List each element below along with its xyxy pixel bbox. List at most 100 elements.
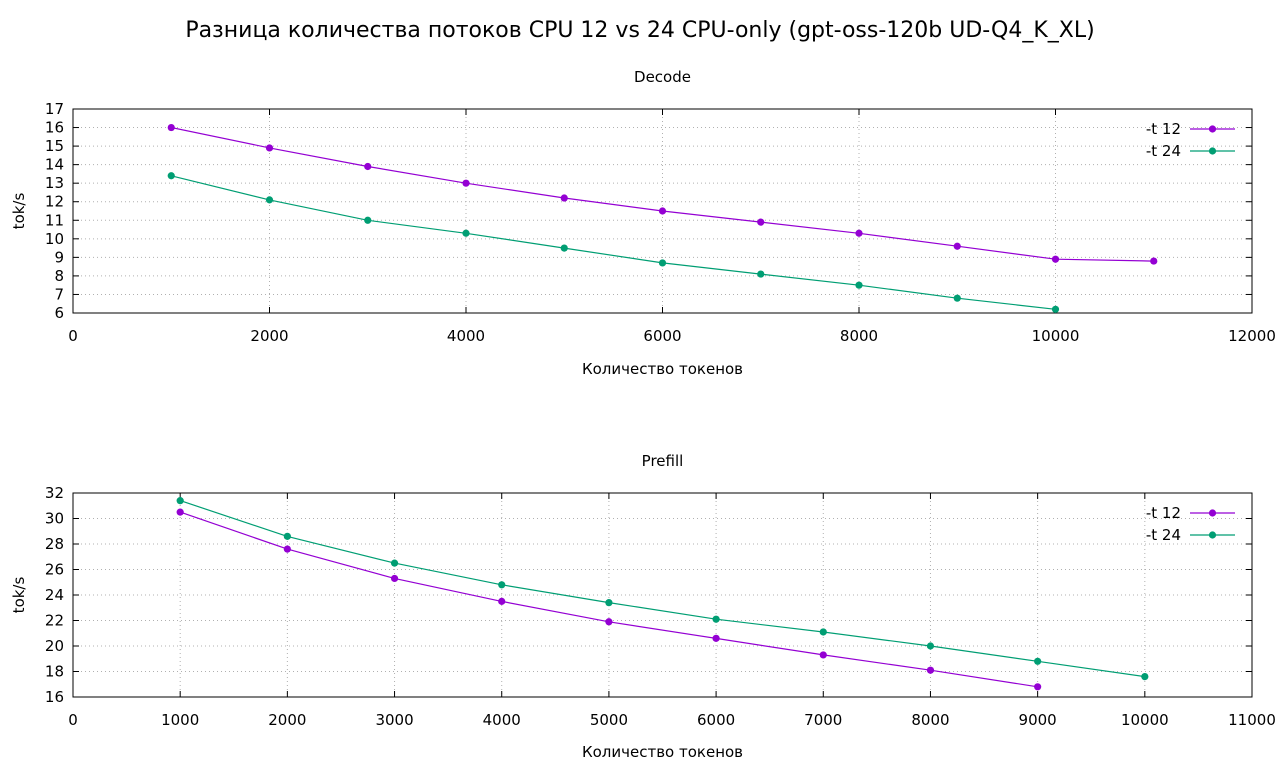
y-tick-label: 18	[45, 663, 64, 681]
y-tick-label: 9	[54, 248, 64, 266]
x-tick-label: 10000	[1032, 327, 1080, 345]
y-tick-label: 26	[45, 561, 64, 579]
series-t24	[167, 172, 1060, 313]
y-tick-label: 8	[54, 267, 64, 285]
legend-label: -t 12	[1146, 120, 1181, 138]
data-point	[819, 628, 827, 636]
data-point	[498, 597, 506, 605]
data-point	[658, 259, 667, 267]
data-point	[390, 574, 399, 583]
data-point	[462, 179, 470, 187]
data-point	[560, 244, 568, 252]
y-tick-label: 22	[45, 612, 64, 630]
data-point	[560, 194, 568, 202]
y-tick-label: 7	[54, 285, 64, 303]
y-tick-label: 30	[45, 510, 64, 528]
x-tick-label: 0	[68, 711, 78, 729]
legend-label: -t 24	[1146, 526, 1181, 544]
y-axis-label: tok/s	[10, 577, 28, 614]
legend-label: -t 24	[1146, 142, 1181, 160]
x-tick-label: 1000	[161, 711, 199, 729]
data-point	[1051, 305, 1060, 313]
series-t24	[176, 497, 1149, 681]
data-point	[462, 229, 470, 237]
y-tick-label: 11	[45, 211, 64, 229]
data-point	[757, 218, 765, 226]
data-point	[926, 666, 935, 674]
data-point	[283, 532, 291, 540]
x-tick-label: 4000	[483, 711, 521, 729]
data-point	[926, 642, 935, 650]
y-tick-label: 20	[45, 637, 64, 655]
chart-title: Decode	[634, 68, 691, 86]
legend-marker	[1208, 531, 1217, 539]
x-tick-label: 9000	[1019, 711, 1057, 729]
data-point	[364, 216, 372, 224]
x-tick-label: 7000	[804, 711, 842, 729]
data-point	[757, 270, 765, 278]
data-point	[1150, 257, 1158, 265]
data-point	[176, 497, 184, 505]
data-point	[265, 196, 274, 204]
legend-marker	[1208, 509, 1217, 517]
series-t12	[176, 508, 1042, 691]
series-line	[180, 500, 1145, 678]
y-tick-label: 24	[45, 586, 64, 604]
y-tick-label: 10	[45, 230, 64, 248]
y-axis-label: tok/s	[10, 193, 28, 230]
x-tick-label: 3000	[375, 711, 413, 729]
chart-main-title: Разница количества потоков CPU 12 vs 24 …	[185, 18, 1095, 43]
chart-title: Prefill	[642, 452, 684, 470]
data-point	[712, 634, 720, 642]
y-tick-label: 6	[54, 304, 64, 322]
data-point	[605, 599, 613, 607]
legend-marker	[1208, 125, 1217, 133]
y-tick-label: 17	[45, 100, 64, 118]
y-tick-label: 12	[45, 193, 64, 211]
x-tick-label: 2000	[250, 327, 288, 345]
data-point	[1141, 673, 1149, 681]
x-tick-label: 8000	[840, 327, 878, 345]
data-point	[819, 651, 827, 659]
data-point	[265, 144, 274, 152]
x-axis-label: Количество токенов	[582, 360, 743, 378]
chart-2: Prefill 0 1000 2000 3000 4000 5000 6000 7000 8000…	[10, 452, 1276, 761]
x-tick-label: 2000	[268, 711, 306, 729]
x-tick-label: 10000	[1121, 711, 1169, 729]
data-point	[855, 281, 863, 289]
x-axis-label: Количество токенов	[582, 743, 743, 761]
data-point	[1051, 255, 1060, 263]
legend-label: -t 12	[1146, 504, 1181, 522]
data-point	[605, 618, 613, 626]
x-tick-label: 12000	[1228, 327, 1276, 345]
data-point	[855, 229, 863, 237]
data-point	[176, 508, 184, 516]
data-point	[953, 294, 961, 302]
data-point	[953, 242, 961, 250]
data-point	[167, 172, 175, 180]
x-tick-label: 4000	[447, 327, 485, 345]
data-point	[658, 207, 667, 215]
y-tick-label: 15	[45, 137, 64, 155]
y-tick-label: 32	[45, 484, 64, 502]
data-point	[167, 123, 175, 132]
x-tick-label: 6000	[697, 711, 735, 729]
data-point	[283, 545, 291, 553]
y-tick-label: 16	[45, 119, 64, 137]
y-tick-label: 28	[45, 535, 64, 553]
data-point	[390, 559, 399, 567]
y-tick-label: 13	[45, 174, 64, 192]
data-point	[364, 162, 372, 171]
x-tick-label: 11000	[1228, 711, 1276, 729]
x-tick-label: 5000	[590, 711, 628, 729]
legend-marker	[1208, 147, 1217, 155]
data-point	[1034, 683, 1042, 691]
series-line	[171, 175, 1056, 310]
series-t12	[167, 123, 1158, 265]
y-tick-label: 14	[45, 156, 64, 174]
x-tick-label: 8000	[911, 711, 949, 729]
x-tick-label: 6000	[643, 327, 681, 345]
data-point	[712, 615, 720, 623]
